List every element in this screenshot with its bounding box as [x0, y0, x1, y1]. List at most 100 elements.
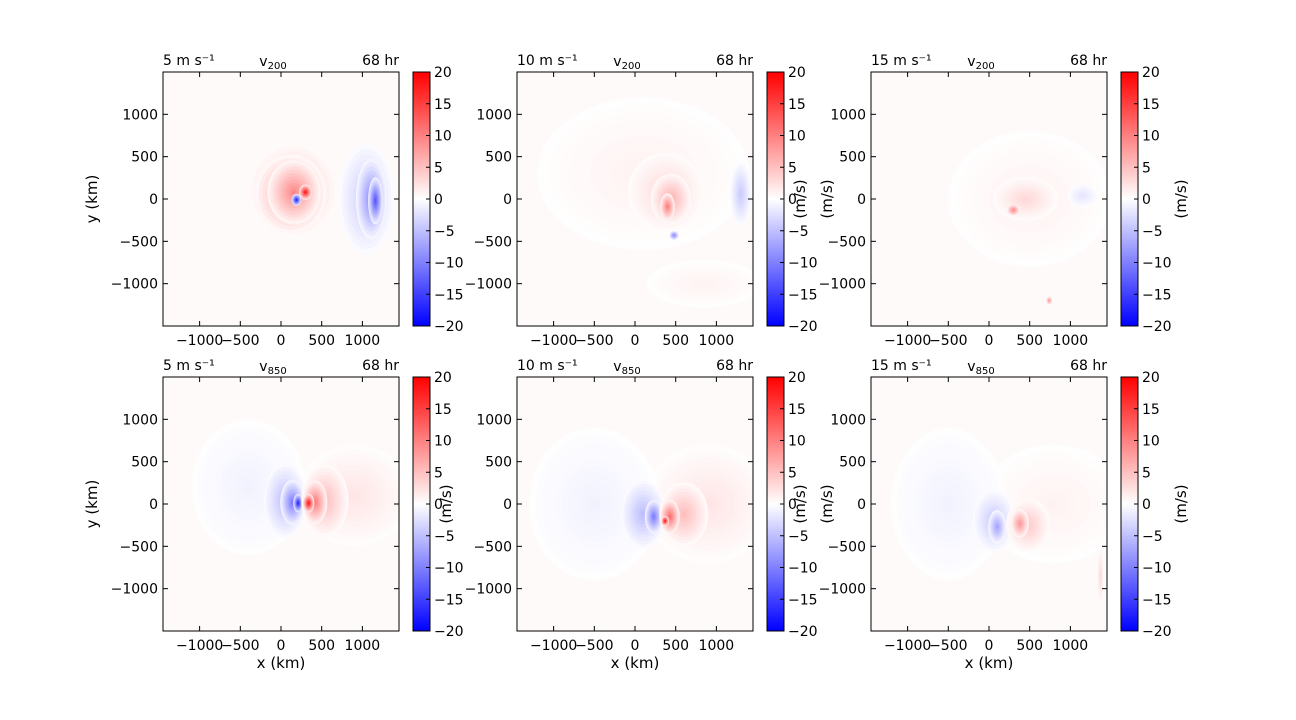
field-layer — [247, 142, 395, 255]
field-contour — [698, 281, 710, 287]
field-contour — [1046, 498, 1062, 510]
x-axis-label: x (km) — [965, 654, 1014, 672]
colorbar-tick-label: 0 — [434, 192, 443, 208]
colorbar-tick-label: −5 — [788, 529, 809, 545]
variable-label: v850 — [613, 359, 640, 377]
colorbar-tick-label: 20 — [434, 370, 452, 386]
colorbar-tick-label: 10 — [1142, 129, 1160, 145]
colorbar-tick-label: −5 — [434, 224, 455, 240]
y-tick-label: 500 — [485, 455, 512, 471]
y-tick-label: 1000 — [830, 412, 866, 428]
x-tick-label: 0 — [631, 333, 640, 349]
y-tick-label: −500 — [120, 234, 158, 250]
colorbar-tick-label: 20 — [1142, 370, 1160, 386]
y-tick-label: −1000 — [111, 277, 158, 293]
speed-label: 10 m s⁻¹ — [517, 53, 578, 69]
variable-label: v850 — [259, 359, 286, 377]
x-tick-label: −500 — [221, 638, 259, 654]
x-tick-label: −1000 — [884, 638, 931, 654]
y-tick-label: −1000 — [819, 582, 866, 598]
colorbar-label: (m/s) — [1172, 179, 1190, 218]
y-axis-label: (m/s) — [791, 179, 809, 218]
colorbar-tick-label: −5 — [1142, 529, 1163, 545]
field-contour — [291, 500, 294, 505]
y-tick-label: −500 — [474, 539, 512, 555]
x-tick-label: 0 — [631, 638, 640, 654]
colorbar-tick-label: 20 — [788, 65, 806, 81]
y-tick-label: 0 — [857, 192, 866, 208]
colorbar-tick-label: −10 — [1142, 561, 1172, 577]
y-tick-label: 1000 — [830, 107, 866, 123]
colorbar-tick-label: 15 — [1142, 402, 1160, 418]
colorbar-tick-label: 15 — [788, 402, 806, 418]
colorbar-tick-label: −10 — [434, 561, 464, 577]
field-layer — [948, 131, 1107, 305]
colorbar-tick-label: 15 — [788, 97, 806, 113]
variable-label: v200 — [613, 54, 640, 72]
x-tick-label: 500 — [308, 638, 335, 654]
field-contour — [666, 205, 669, 208]
field-contour — [587, 496, 601, 512]
y-tick-label: −1000 — [465, 582, 512, 598]
field-contour — [652, 515, 655, 519]
y-tick-label: −500 — [828, 234, 866, 250]
colorbar-tick-label: −15 — [1142, 287, 1172, 303]
colorbar-tick-label: 5 — [434, 160, 443, 176]
x-tick-label: −1000 — [530, 638, 577, 654]
x-tick-label: 0 — [277, 333, 286, 349]
colorbar-tick-label: 0 — [1142, 192, 1151, 208]
time-label: 68 hr — [362, 53, 399, 69]
x-tick-label: 0 — [985, 638, 994, 654]
field-contour — [1012, 209, 1015, 211]
x-tick-label: −500 — [575, 333, 613, 349]
y-tick-label: 500 — [839, 455, 866, 471]
x-tick-label: 0 — [277, 638, 286, 654]
field-contour — [739, 190, 742, 198]
field-contour — [681, 510, 687, 518]
x-axis-label: x (km) — [611, 654, 660, 672]
field-contour — [308, 502, 310, 505]
field-contour — [1019, 522, 1021, 525]
time-label: 68 hr — [1070, 53, 1107, 69]
colorbar-tick-label: −10 — [1142, 256, 1172, 272]
field-contour — [640, 510, 646, 518]
field-contour — [242, 480, 255, 494]
colorbar-tick-label: −10 — [434, 256, 464, 272]
y-tick-label: 0 — [149, 192, 158, 208]
field-contour — [374, 198, 377, 204]
y-tick-label: −1000 — [111, 582, 158, 598]
colorbar-label: (m/s) — [818, 484, 836, 523]
variable-label: v200 — [967, 54, 994, 72]
field-contour — [996, 525, 999, 529]
x-tick-label: 1000 — [1053, 638, 1089, 654]
field-contour — [348, 490, 360, 501]
x-tick-label: 1000 — [1053, 333, 1089, 349]
y-tick-label: 0 — [503, 497, 512, 513]
x-tick-label: 500 — [308, 333, 335, 349]
field-contour — [669, 515, 671, 519]
colorbar-tick-label: −5 — [788, 224, 809, 240]
colorbar-tick-label: 0 — [1142, 497, 1151, 513]
x-axis-label: x (km) — [257, 654, 306, 672]
y-tick-label: 500 — [485, 150, 512, 166]
variable-label: v850 — [967, 359, 994, 377]
y-tick-label: −500 — [120, 539, 158, 555]
colorbar-tick-label: 20 — [1142, 65, 1160, 81]
field-contour — [673, 234, 675, 236]
x-tick-label: 500 — [662, 333, 689, 349]
time-label: 68 hr — [362, 358, 399, 374]
x-tick-label: −500 — [221, 333, 259, 349]
colorbar-tick-label: 5 — [788, 465, 797, 481]
x-tick-label: 1000 — [699, 333, 735, 349]
field-layer — [891, 427, 1107, 606]
field-contour — [1022, 196, 1029, 202]
x-tick-label: −1000 — [176, 333, 223, 349]
colorbar-tick-label: −15 — [434, 287, 464, 303]
x-tick-label: −500 — [929, 638, 967, 654]
x-tick-label: 500 — [1016, 638, 1043, 654]
colorbar-tick-label: −20 — [1142, 319, 1172, 335]
